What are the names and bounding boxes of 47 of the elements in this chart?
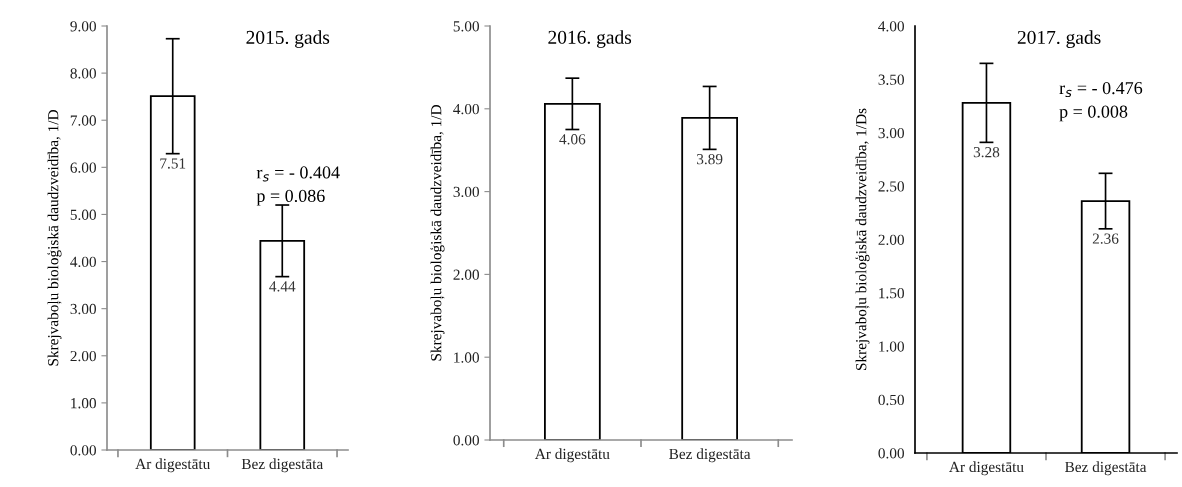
y-tick-label: 0.50 [878,394,904,406]
y-tick-label: 3.00 [878,127,904,139]
data-label: 4.06 [559,134,586,145]
y-tick-label: 2.00 [453,269,479,280]
y-tick-label: 3.50 [878,74,904,85]
y-tick-label: 0.00 [878,448,904,459]
y-tick-label: 1.00 [879,341,904,352]
annotation: r$_{s}$ = - 0.476 [1059,81,1143,98]
chart-title: 2017. gads [1017,30,1101,48]
annotation: p = 0.008 [1059,105,1128,122]
chart-title: 2016. gads [548,30,632,48]
y-tick-label: 3.00 [70,303,96,315]
data-label: 4.44 [269,281,296,292]
x-tick-label: Ar digestātu [534,448,610,463]
annotation: p = 0.086 [256,189,325,206]
x-tick-label: Bez digestāta [669,448,751,463]
y-axis-title: Skrejvaboļu bioloģiskā daudzveidība, 1/D [430,105,445,361]
chart-title: 2015. gads [246,30,330,48]
data-label: 2.36 [1092,233,1119,244]
y-tick-label: 5.00 [453,21,479,32]
y-tick-label: 1.00 [454,352,479,363]
data-label: 3.28 [973,146,1000,158]
x-tick-label: Bez digestāta [1065,461,1147,476]
y-axis-title: Skrejvaboļu bioloģiskā daudzveidība, 1/D [47,110,62,366]
x-tick-label: Ar digestātu [135,458,211,473]
y-tick-label: 2.00 [70,350,96,362]
y-tick-label: 9.00 [70,21,96,32]
y-tick-label: 8.00 [70,68,96,79]
y-tick-label: 4.00 [878,21,904,32]
y-tick-label: 0.00 [453,435,479,446]
data-label: 7.51 [160,158,186,169]
y-tick-label: 4.00 [453,103,479,115]
y-axis-title: Skrejvaboļu bioloģiskā daudzveidība, 1/Ds [855,108,870,371]
y-tick-label: 3.00 [453,186,479,198]
y-tick-label: 7.00 [70,115,96,126]
y-tick-label: 2.00 [878,234,904,246]
y-tick-label: 6.00 [70,162,96,173]
y-tick-label: 2.50 [878,181,904,192]
data-label: 3.89 [697,153,723,165]
y-tick-label: 4.00 [70,256,96,268]
x-tick-label: Bez digestāta [241,458,323,473]
x-tick-label: Ar digestātu [949,461,1024,476]
annotation: r$_{s}$ = - 0.404 [256,166,340,182]
y-tick-label: 1.00 [71,398,96,409]
y-tick-label: 5.00 [70,209,96,220]
y-tick-label: 1.50 [879,288,904,299]
y-tick-label: 0.00 [70,445,96,456]
